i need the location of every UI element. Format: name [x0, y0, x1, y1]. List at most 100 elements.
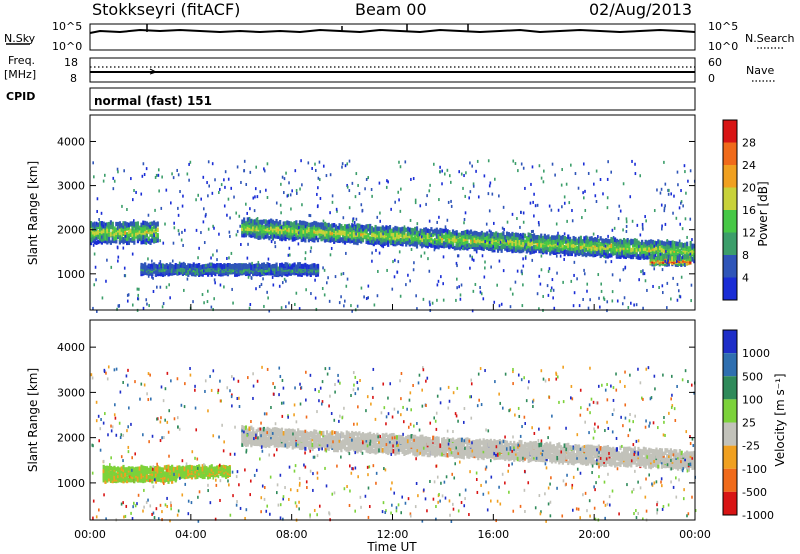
scatter-cell [162, 302, 165, 306]
data-cell [241, 431, 244, 437]
data-cell [248, 262, 251, 268]
scatter-cell [249, 303, 252, 307]
cpid-label: CPID [6, 90, 35, 103]
data-cell [216, 465, 219, 471]
scatter-cell [390, 207, 392, 211]
data-cell [513, 242, 516, 247]
data-cell [90, 235, 93, 241]
data-cell [385, 237, 388, 243]
data-cell [356, 237, 359, 242]
data-cell [628, 246, 631, 251]
data-cell [365, 224, 368, 229]
data-cell [289, 264, 293, 270]
data-cell [275, 221, 278, 227]
scatter-cell [530, 238, 532, 242]
data-cell [671, 244, 674, 249]
scatter-cell [256, 195, 259, 199]
data-cell [396, 234, 399, 239]
colorbar-tick-label: 12 [742, 227, 756, 240]
data-cell [187, 467, 190, 472]
data-cell [131, 477, 134, 483]
scatter-cell [205, 264, 207, 268]
data-cell [689, 259, 692, 264]
scatter-cell [278, 284, 281, 288]
scatter-cell [522, 233, 524, 237]
scatter-cell [189, 160, 192, 164]
data-cell [271, 222, 275, 228]
data-cell [664, 241, 667, 247]
data-cell [309, 269, 312, 275]
scatter-cell [116, 167, 119, 171]
data-cell [684, 242, 687, 248]
data-cell [115, 472, 118, 477]
scatter-cell [142, 162, 145, 166]
data-cell [190, 264, 194, 269]
scatter-cell [565, 240, 567, 244]
data-cell [405, 236, 408, 241]
data-cell [626, 248, 629, 253]
data-cell [511, 241, 514, 246]
data-cell [511, 236, 514, 241]
data-cell [320, 229, 323, 234]
data-cell [153, 466, 156, 472]
scatter-cell [102, 224, 105, 228]
data-cell [279, 236, 282, 241]
data-cell [482, 238, 485, 244]
scatter-cell [678, 206, 681, 210]
data-cell [221, 466, 224, 471]
data-cell [298, 232, 302, 237]
data-cell [511, 248, 514, 254]
data-cell [241, 438, 244, 444]
data-cell [187, 263, 190, 268]
scatter-cell [170, 269, 173, 273]
data-cell [390, 238, 393, 243]
data-cell [244, 439, 248, 444]
data-cell [257, 220, 260, 225]
scatter-cell [433, 240, 436, 244]
scatter-cell [610, 260, 613, 264]
data-cell [552, 235, 555, 240]
scatter-cell [665, 249, 667, 253]
scatter-cell [127, 293, 130, 297]
data-cell [286, 231, 289, 236]
data-cell [315, 232, 318, 237]
scatter-cell [684, 170, 686, 174]
data-cell [99, 223, 102, 229]
scatter-cell [677, 183, 679, 187]
scatter-cell [581, 216, 583, 220]
data-cell [610, 236, 613, 242]
data-cell [311, 237, 314, 243]
scatter-cell [611, 273, 614, 277]
data-cell [169, 476, 172, 482]
scatter-cell [576, 277, 578, 281]
scatter-cell [279, 203, 282, 207]
data-cell [304, 226, 307, 232]
noise-left-tick-bottom: 10^0 [52, 40, 82, 53]
data-cell [127, 229, 131, 234]
data-cell [205, 466, 208, 471]
data-cell [270, 218, 273, 224]
data-cell [612, 245, 615, 250]
data-cell [126, 225, 129, 231]
scatter-cell [442, 298, 445, 302]
scatter-cell [165, 188, 168, 192]
data-cell [91, 230, 95, 235]
scatter-cell [506, 249, 508, 253]
scatter-cell [397, 190, 400, 194]
data-cell [313, 220, 316, 226]
data-cell [156, 264, 159, 269]
scatter-cell [672, 276, 674, 280]
data-cell [300, 237, 303, 243]
scatter-cell [420, 235, 423, 239]
data-cell [304, 231, 307, 237]
data-cell [149, 465, 152, 471]
data-cell [570, 246, 573, 251]
data-cell [433, 238, 437, 243]
data-cell [244, 429, 248, 434]
scatter-cell [283, 277, 286, 281]
data-cell [239, 270, 242, 276]
data-cell [135, 470, 138, 476]
data-cell [446, 236, 449, 242]
data-cell [480, 230, 483, 236]
scatter-cell [559, 254, 562, 258]
